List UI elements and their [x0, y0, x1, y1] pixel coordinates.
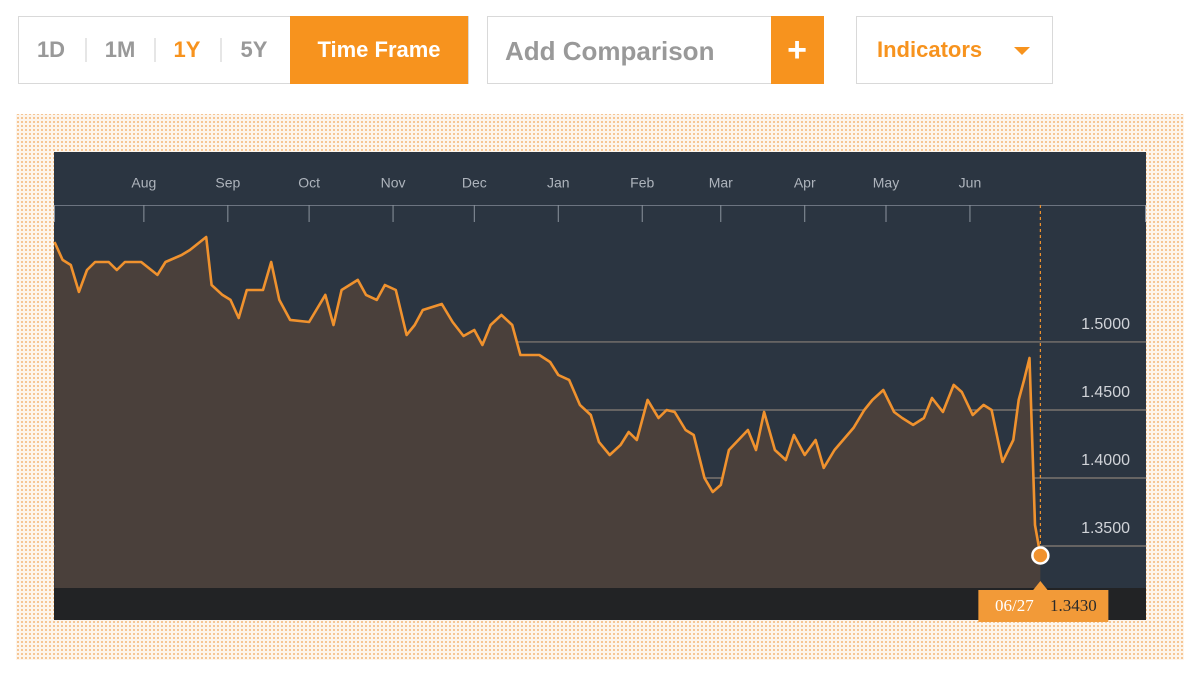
y-tick-label: 1.4000 — [1081, 452, 1130, 469]
x-tick-label: Mar — [709, 175, 733, 191]
range-button[interactable]: 1Y — [174, 37, 201, 62]
comparison-input[interactable] — [487, 16, 824, 84]
range-button[interactable]: 1D — [37, 37, 65, 62]
add-icon: + — [787, 31, 807, 69]
indicators-label: Indicators — [877, 37, 982, 62]
footer-strip — [54, 588, 1146, 620]
y-tick-label: 1.3500 — [1081, 520, 1130, 537]
x-tick-label: Nov — [381, 175, 406, 191]
tooltip-pointer — [1032, 581, 1049, 591]
time-frame-button[interactable] — [290, 16, 468, 84]
x-tick-label: Dec — [462, 175, 487, 191]
range-buttons: 1D 1M 1Y 5Y — [37, 37, 268, 62]
x-tick-label: May — [873, 175, 899, 191]
crosshair-dot — [1031, 546, 1050, 565]
price-line — [53, 235, 1042, 556]
dropdown-caret — [1014, 47, 1030, 55]
tooltip-value: 1.3430 — [1050, 596, 1097, 615]
x-tick-label: Oct — [298, 175, 320, 191]
range-button[interactable]: 1M — [105, 37, 136, 62]
x-tick-label: Feb — [630, 175, 654, 191]
x-tick-label: Apr — [794, 175, 816, 191]
comparison-placeholder: Add Comparison — [505, 36, 714, 66]
time-frame-label: Time Frame — [317, 37, 440, 62]
tooltip-box — [978, 590, 1109, 622]
y-tick-label: 1.4500 — [1081, 384, 1130, 401]
x-tick-label: Jan — [547, 175, 570, 191]
x-tick-label: Sep — [215, 175, 240, 191]
tooltip-date: 06/27 — [995, 596, 1034, 615]
plot: 1.5000 1.4500 1.4000 1.3500 Aug Sep Oct Nov Dec J… — [53, 175, 1146, 622]
y-tick-label: 1.5000 — [1081, 316, 1130, 333]
x-tick-label: Jun — [959, 175, 982, 191]
area-fill — [54, 237, 1041, 588]
range-button[interactable]: 5Y — [241, 37, 268, 62]
x-tick-label: Aug — [131, 175, 156, 191]
add-button[interactable] — [771, 16, 824, 84]
